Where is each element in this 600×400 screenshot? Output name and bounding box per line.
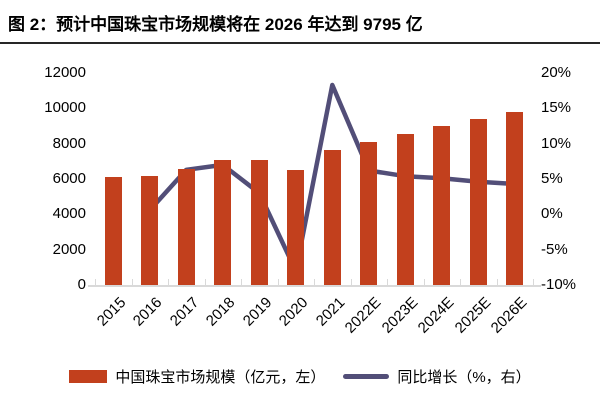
x-axis-tick xyxy=(95,279,96,285)
legend-item-market-size: 中国珠宝市场规模（亿元，左） xyxy=(69,366,325,387)
bar-2020 xyxy=(287,170,305,285)
left-axis-tick-label: 8000 xyxy=(52,134,86,152)
x-axis-tick xyxy=(314,279,315,285)
x-axis-tick xyxy=(350,279,352,285)
legend-item-growth: 同比增长（%，右） xyxy=(343,366,531,387)
bar-2019 xyxy=(250,159,268,285)
bar-2026E xyxy=(506,111,524,285)
x-axis-tick xyxy=(387,279,388,285)
x-axis-tick xyxy=(423,279,425,285)
x-axis-tick xyxy=(277,279,279,285)
left-axis-tick-label: 12000 xyxy=(44,64,86,81)
bar-2022E xyxy=(360,141,378,285)
x-axis-tick xyxy=(131,279,133,285)
left-axis-tick-label: 6000 xyxy=(52,170,86,187)
x-axis-tick xyxy=(241,279,242,285)
bar-series-swatch xyxy=(69,369,108,383)
line-series-swatch xyxy=(343,373,390,379)
x-axis-tick xyxy=(496,279,498,285)
right-axis-tick-label: 10% xyxy=(541,134,572,152)
x-axis-line xyxy=(88,285,541,287)
bar-2016 xyxy=(141,176,159,285)
x-axis-tick xyxy=(204,279,206,285)
left-axis-tick-label: 4000 xyxy=(52,205,86,223)
right-axis-tick-label: -10% xyxy=(541,276,577,293)
yoy-growth-line xyxy=(147,82,518,274)
bar-2017 xyxy=(177,169,195,285)
bar-2015 xyxy=(104,177,122,285)
right-axis-tick-label: 15% xyxy=(541,99,572,117)
x-axis-tick xyxy=(168,279,169,285)
title-divider xyxy=(0,42,600,44)
left-axis-tick-label: 0 xyxy=(77,276,86,293)
bar-2018 xyxy=(214,160,232,285)
right-axis-tick-label: -5% xyxy=(541,240,568,258)
chart-legend: 中国珠宝市场规模（亿元，左） 同比增长（%，右） xyxy=(0,363,600,389)
right-axis-tick-label: 20% xyxy=(541,64,572,81)
bar-2024E xyxy=(433,126,451,285)
left-axis-tick-label: 2000 xyxy=(52,240,86,258)
legend-label-market-size: 中国珠宝市场规模（亿元，左） xyxy=(115,368,326,386)
bar-2021 xyxy=(323,149,341,285)
x-axis-tick xyxy=(533,279,534,285)
figure-title: 图 2：预计中国珠宝市场规模将在 2026 年达到 9795 亿 xyxy=(8,15,423,34)
bar-2023E xyxy=(396,133,414,285)
right-axis-tick-label: 0% xyxy=(541,205,563,223)
right-axis-tick-label: 5% xyxy=(541,170,563,187)
legend-label-growth: 同比增长（%，右） xyxy=(397,368,531,386)
bar-2025E xyxy=(469,118,487,285)
left-axis-tick-label: 10000 xyxy=(44,99,86,117)
x-axis-tick xyxy=(460,279,461,285)
